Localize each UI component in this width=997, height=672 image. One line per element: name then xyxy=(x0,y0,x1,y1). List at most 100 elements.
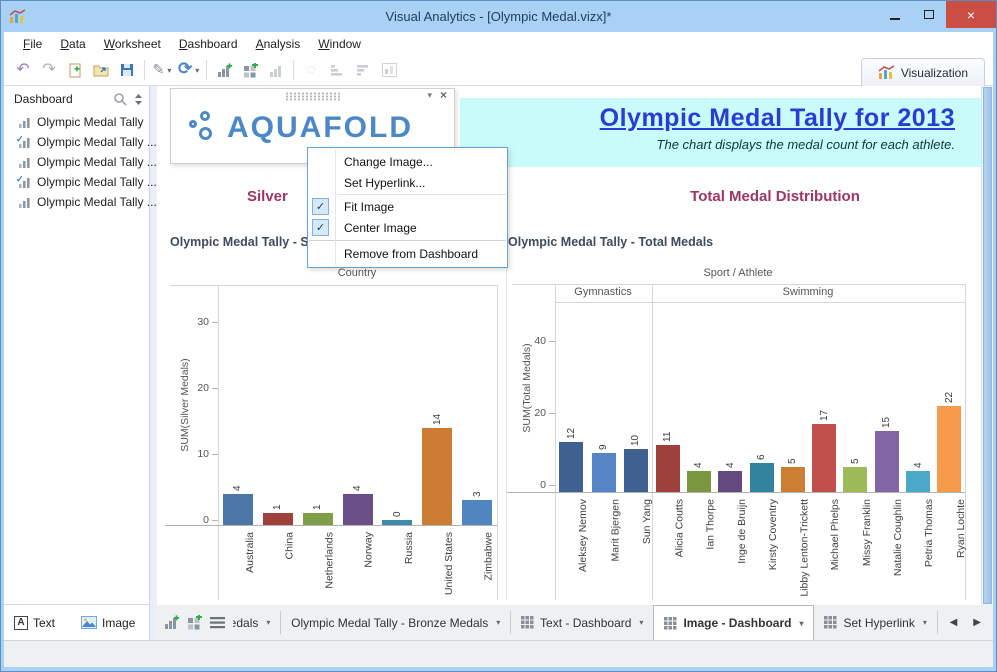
drag-handle-icon[interactable] xyxy=(284,92,341,101)
panel-menu-caret-icon[interactable]: ▾ xyxy=(427,90,432,100)
x-category-label: Missy Franklin xyxy=(860,499,873,567)
tab-olympic-medal-tally-bronze-medals[interactable]: Olympic Medal Tally - Bronze Medals ▾ xyxy=(281,605,510,640)
y-tick-mark xyxy=(212,322,218,323)
close-button[interactable]: × xyxy=(946,1,996,28)
menu-worksheet[interactable]: Worksheet xyxy=(103,36,161,51)
svg-text:✓: ✓ xyxy=(16,135,24,144)
redo-button[interactable]: ↷ xyxy=(37,58,61,82)
left-yaxis-label: SUM(Silver Medals) xyxy=(179,358,191,452)
search-icon[interactable] xyxy=(113,92,128,107)
add-dashboard-button[interactable] xyxy=(238,58,262,82)
menu-dashboard[interactable]: Dashboard xyxy=(178,36,238,51)
bar-aleksey-nemov[interactable] xyxy=(559,441,584,492)
y-tick-label: 40 xyxy=(534,335,546,347)
context-menu-item-label: Fit Image xyxy=(344,199,395,214)
dashboard-text-item[interactable]: Olympic Medal Tally for 2013 The chart d… xyxy=(460,98,981,167)
sidebar-item-3[interactable]: ✓ Olympic Medal Tally ... xyxy=(4,172,157,192)
bar-missy-franklin[interactable] xyxy=(843,467,868,492)
add-worksheet-button[interactable] xyxy=(212,58,236,82)
scrollbar-thumb[interactable] xyxy=(983,87,992,604)
undo-button[interactable]: ↶ xyxy=(11,58,35,82)
tab-image-dashboard[interactable]: Image - Dashboard ▾ xyxy=(653,605,815,640)
right-xaxis-line xyxy=(507,492,965,493)
bar-marit-bjergen[interactable] xyxy=(591,452,616,492)
sidebar-item-label: Olympic Medal Tally ... xyxy=(37,195,157,209)
dropdown-caret-icon[interactable]: ▾ xyxy=(167,65,172,75)
tab-scroll-previous-icon[interactable]: ◀ xyxy=(949,617,958,628)
menu-window[interactable]: Window xyxy=(318,36,361,51)
worksheet-list-button[interactable] xyxy=(210,616,225,629)
tab-caret-icon[interactable]: ▾ xyxy=(639,618,644,627)
bar-alicia-coutts[interactable] xyxy=(655,445,680,492)
worksheet-icon xyxy=(16,195,31,209)
open-folder-button[interactable] xyxy=(89,58,113,82)
context-menu-separator xyxy=(309,240,506,241)
bar-value-label: 9 xyxy=(598,444,609,450)
menu-analysis[interactable]: Analysis xyxy=(255,36,301,51)
dropdown-caret-icon[interactable]: ▾ xyxy=(195,65,200,75)
bar-zimbabwe[interactable] xyxy=(462,500,493,525)
tab-caret-icon[interactable]: ▾ xyxy=(496,618,501,627)
minimize-button[interactable] xyxy=(878,1,912,28)
add-worksheet-button[interactable] xyxy=(164,615,179,630)
left-chart-title: Olympic Medal Tally - S xyxy=(170,235,309,249)
add-text-button[interactable]: A Text xyxy=(14,615,55,630)
sidebar-title: Dashboard xyxy=(14,92,73,106)
tab-text-dashboard[interactable]: Text - Dashboard ▾ xyxy=(511,605,653,640)
add-dashboard-button[interactable] xyxy=(187,615,202,630)
sidebar-item-0[interactable]: Olympic Medal Tally xyxy=(4,112,149,132)
bar-michael-phelps[interactable] xyxy=(812,423,837,492)
refresh-button[interactable]: ⟳ ▾ xyxy=(176,58,201,82)
sort-toggle-icon[interactable] xyxy=(134,93,143,106)
tab-caret-icon[interactable]: ▾ xyxy=(266,618,271,627)
tab-caret-icon[interactable]: ▾ xyxy=(799,618,804,628)
context-menu-item-remove-from-dashboard[interactable]: Remove from Dashboard xyxy=(308,243,507,264)
menu-file[interactable]: File xyxy=(23,36,43,51)
text-icon: A xyxy=(14,615,28,630)
y-tick-label: 0 xyxy=(203,514,209,526)
image-label: Image xyxy=(102,615,136,630)
sidebar-item-4[interactable]: Olympic Medal Tally ... xyxy=(4,192,157,212)
bar-sun-yang[interactable] xyxy=(623,449,648,492)
right-xaxis-header: Sport / Athlete xyxy=(703,267,773,279)
menu-data[interactable]: Data xyxy=(60,36,86,51)
bar-united-states[interactable] xyxy=(422,427,453,525)
sidebar-item-2[interactable]: Olympic Medal Tally ... xyxy=(4,152,157,172)
bar-australia[interactable] xyxy=(222,493,253,525)
x-category-label: United States xyxy=(442,532,455,596)
vertical-scrollbar[interactable] xyxy=(981,86,993,605)
bar-china[interactable] xyxy=(262,513,293,525)
context-menu-item-fit-image[interactable]: ✓ Fit Image xyxy=(308,196,507,217)
context-menu-item-center-image[interactable]: ✓ Center Image xyxy=(308,217,507,238)
visualization-tab[interactable]: Visualization xyxy=(860,58,985,86)
bar-value-label: 14 xyxy=(431,413,443,425)
format-pen-button[interactable]: ✎ ▾ xyxy=(150,58,174,82)
context-menu-item-change-image[interactable]: Change Image... xyxy=(308,151,507,172)
save-button[interactable] xyxy=(115,58,139,82)
bar-petria-thomas[interactable] xyxy=(906,470,931,492)
left-pane-left-line xyxy=(218,285,219,600)
sidebar-item-1[interactable]: ✓ Olympic Medal Tally ... xyxy=(4,132,157,152)
right-yaxis-label: SUM(Total Medals) xyxy=(521,343,533,433)
maximize-button[interactable] xyxy=(912,1,946,28)
bar-russia[interactable] xyxy=(382,520,413,525)
bar-ryan-lochte[interactable] xyxy=(937,405,962,492)
tab-set-hyperlink[interactable]: Set Hyperlink ▾ xyxy=(814,605,936,640)
tab-medals[interactable]: Medals ▾ xyxy=(233,605,280,640)
add-image-button[interactable]: Image xyxy=(81,616,135,630)
menubar: File Data Worksheet Dashboard Analysis Window xyxy=(4,32,993,55)
bar-natalie-coughlin[interactable] xyxy=(874,431,899,492)
tab-caret-icon[interactable]: ▾ xyxy=(922,618,927,627)
bar-norway[interactable] xyxy=(342,493,373,525)
sidebar-splitter[interactable] xyxy=(150,86,157,640)
bar-inge-de-bruijn[interactable] xyxy=(718,470,743,492)
tab-scroll-next-icon[interactable]: ▶ xyxy=(973,617,981,628)
context-menu-item-set-hyperlink[interactable]: Set Hyperlink... xyxy=(308,172,507,193)
bar-ian-thorpe[interactable] xyxy=(686,470,711,492)
new-worksheet-doc-button[interactable] xyxy=(63,58,87,82)
bar-value-label: 15 xyxy=(881,416,893,428)
bar-libby-lenton-trickett[interactable] xyxy=(780,467,805,492)
bar-kirsty-coventry[interactable] xyxy=(749,463,774,492)
bar-netherlands[interactable] xyxy=(302,513,333,525)
panel-close-icon[interactable]: × xyxy=(439,88,447,102)
